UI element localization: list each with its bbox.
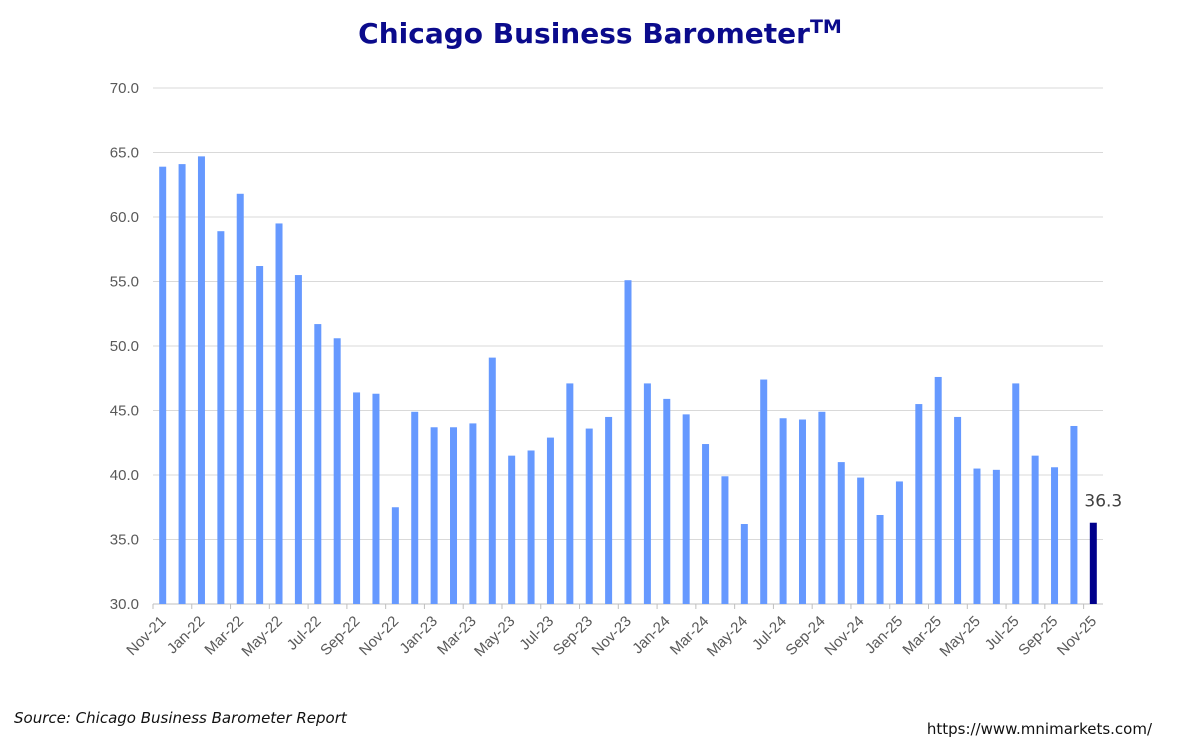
bar — [605, 416, 613, 604]
chart-title: Chicago Business BarometerTM — [358, 16, 842, 50]
x-tick-label: Sep-22 — [317, 613, 363, 659]
x-tick-label: Sep-25 — [1015, 613, 1061, 659]
bar — [1031, 455, 1039, 604]
bar — [895, 481, 903, 604]
bar — [391, 507, 399, 604]
x-tick-label: Jan-24 — [629, 613, 673, 657]
bar — [236, 193, 244, 604]
y-tick-label: 70.0 — [110, 80, 139, 97]
bar — [954, 416, 962, 604]
bar — [915, 404, 923, 604]
x-tick-label: Mar-23 — [434, 613, 480, 659]
y-tick-label: 40.0 — [110, 467, 139, 484]
bar — [585, 428, 593, 604]
x-tick-label: Mar-25 — [899, 613, 945, 659]
source-note: Source: Chicago Business Barometer Repor… — [14, 709, 347, 727]
bar — [488, 357, 496, 604]
y-tick-label: 45.0 — [110, 403, 139, 420]
bar — [1051, 467, 1059, 604]
y-tick-label: 55.0 — [110, 274, 139, 291]
bar — [682, 414, 690, 604]
x-tick-label: Nov-24 — [821, 613, 867, 659]
bar — [1089, 522, 1097, 604]
bar — [798, 419, 806, 604]
bar — [721, 476, 729, 604]
bar — [294, 275, 302, 604]
bar — [643, 383, 651, 604]
bar — [973, 468, 981, 604]
bar — [372, 393, 380, 604]
bar — [353, 392, 361, 604]
y-tick-label: 30.0 — [110, 596, 139, 613]
x-tick-label: May-23 — [471, 613, 518, 660]
x-tick-label: Nov-23 — [589, 613, 635, 659]
bar — [469, 423, 477, 604]
bar — [546, 437, 554, 604]
bar — [779, 418, 787, 604]
x-tick-label: Nov-21 — [123, 613, 169, 659]
x-tick-label: Sep-24 — [782, 613, 828, 659]
bar-chart: 30.0 35.0 40.0 45.0 50.0 55.0 60.0 65.0 70.0 Nov-… — [110, 80, 1122, 660]
bar — [837, 462, 845, 604]
bar — [566, 383, 574, 604]
x-tick-label: Nov-25 — [1054, 613, 1100, 659]
y-tick-label: 35.0 — [110, 532, 139, 549]
bar — [217, 231, 225, 604]
source-url: https://www.mnimarkets.com/ — [926, 720, 1152, 738]
bar — [411, 411, 419, 604]
x-tick-label: Sep-23 — [550, 613, 596, 659]
data-label: 36.3 — [1084, 492, 1122, 512]
title-trademark: TM — [809, 16, 842, 38]
y-tick-label: 65.0 — [110, 145, 139, 162]
bar — [624, 280, 632, 604]
x-tick-label: Mar-22 — [201, 613, 247, 659]
bar — [702, 444, 710, 604]
bar — [527, 450, 535, 604]
bar — [256, 266, 264, 604]
x-tick-label: May-22 — [238, 613, 285, 660]
y-tick-label: 60.0 — [110, 209, 139, 226]
x-tick-label: Jan-23 — [396, 613, 440, 657]
bar — [1070, 425, 1078, 604]
bar — [314, 324, 322, 604]
bar — [663, 398, 671, 604]
bar — [876, 514, 884, 604]
bar — [159, 166, 167, 604]
bar — [275, 223, 283, 604]
bar — [450, 427, 458, 604]
bar — [430, 427, 438, 604]
bar — [178, 164, 186, 605]
bar — [992, 469, 1000, 604]
bar — [508, 455, 516, 604]
bar — [197, 156, 205, 604]
x-tick-label: Jan-22 — [164, 613, 208, 657]
x-tick-label: May-25 — [936, 613, 983, 660]
bar — [1012, 383, 1020, 604]
x-tick-label: Jan-25 — [862, 613, 906, 657]
y-tick-label: 50.0 — [110, 338, 139, 355]
x-tick-label: Mar-24 — [667, 613, 713, 659]
bar — [934, 376, 942, 604]
x-tick-label: Nov-22 — [356, 613, 402, 659]
bar — [740, 524, 748, 604]
bar — [333, 338, 341, 604]
bar — [857, 477, 865, 604]
bar — [760, 379, 768, 604]
x-tick-label: May-24 — [704, 613, 751, 660]
bar — [818, 411, 826, 604]
